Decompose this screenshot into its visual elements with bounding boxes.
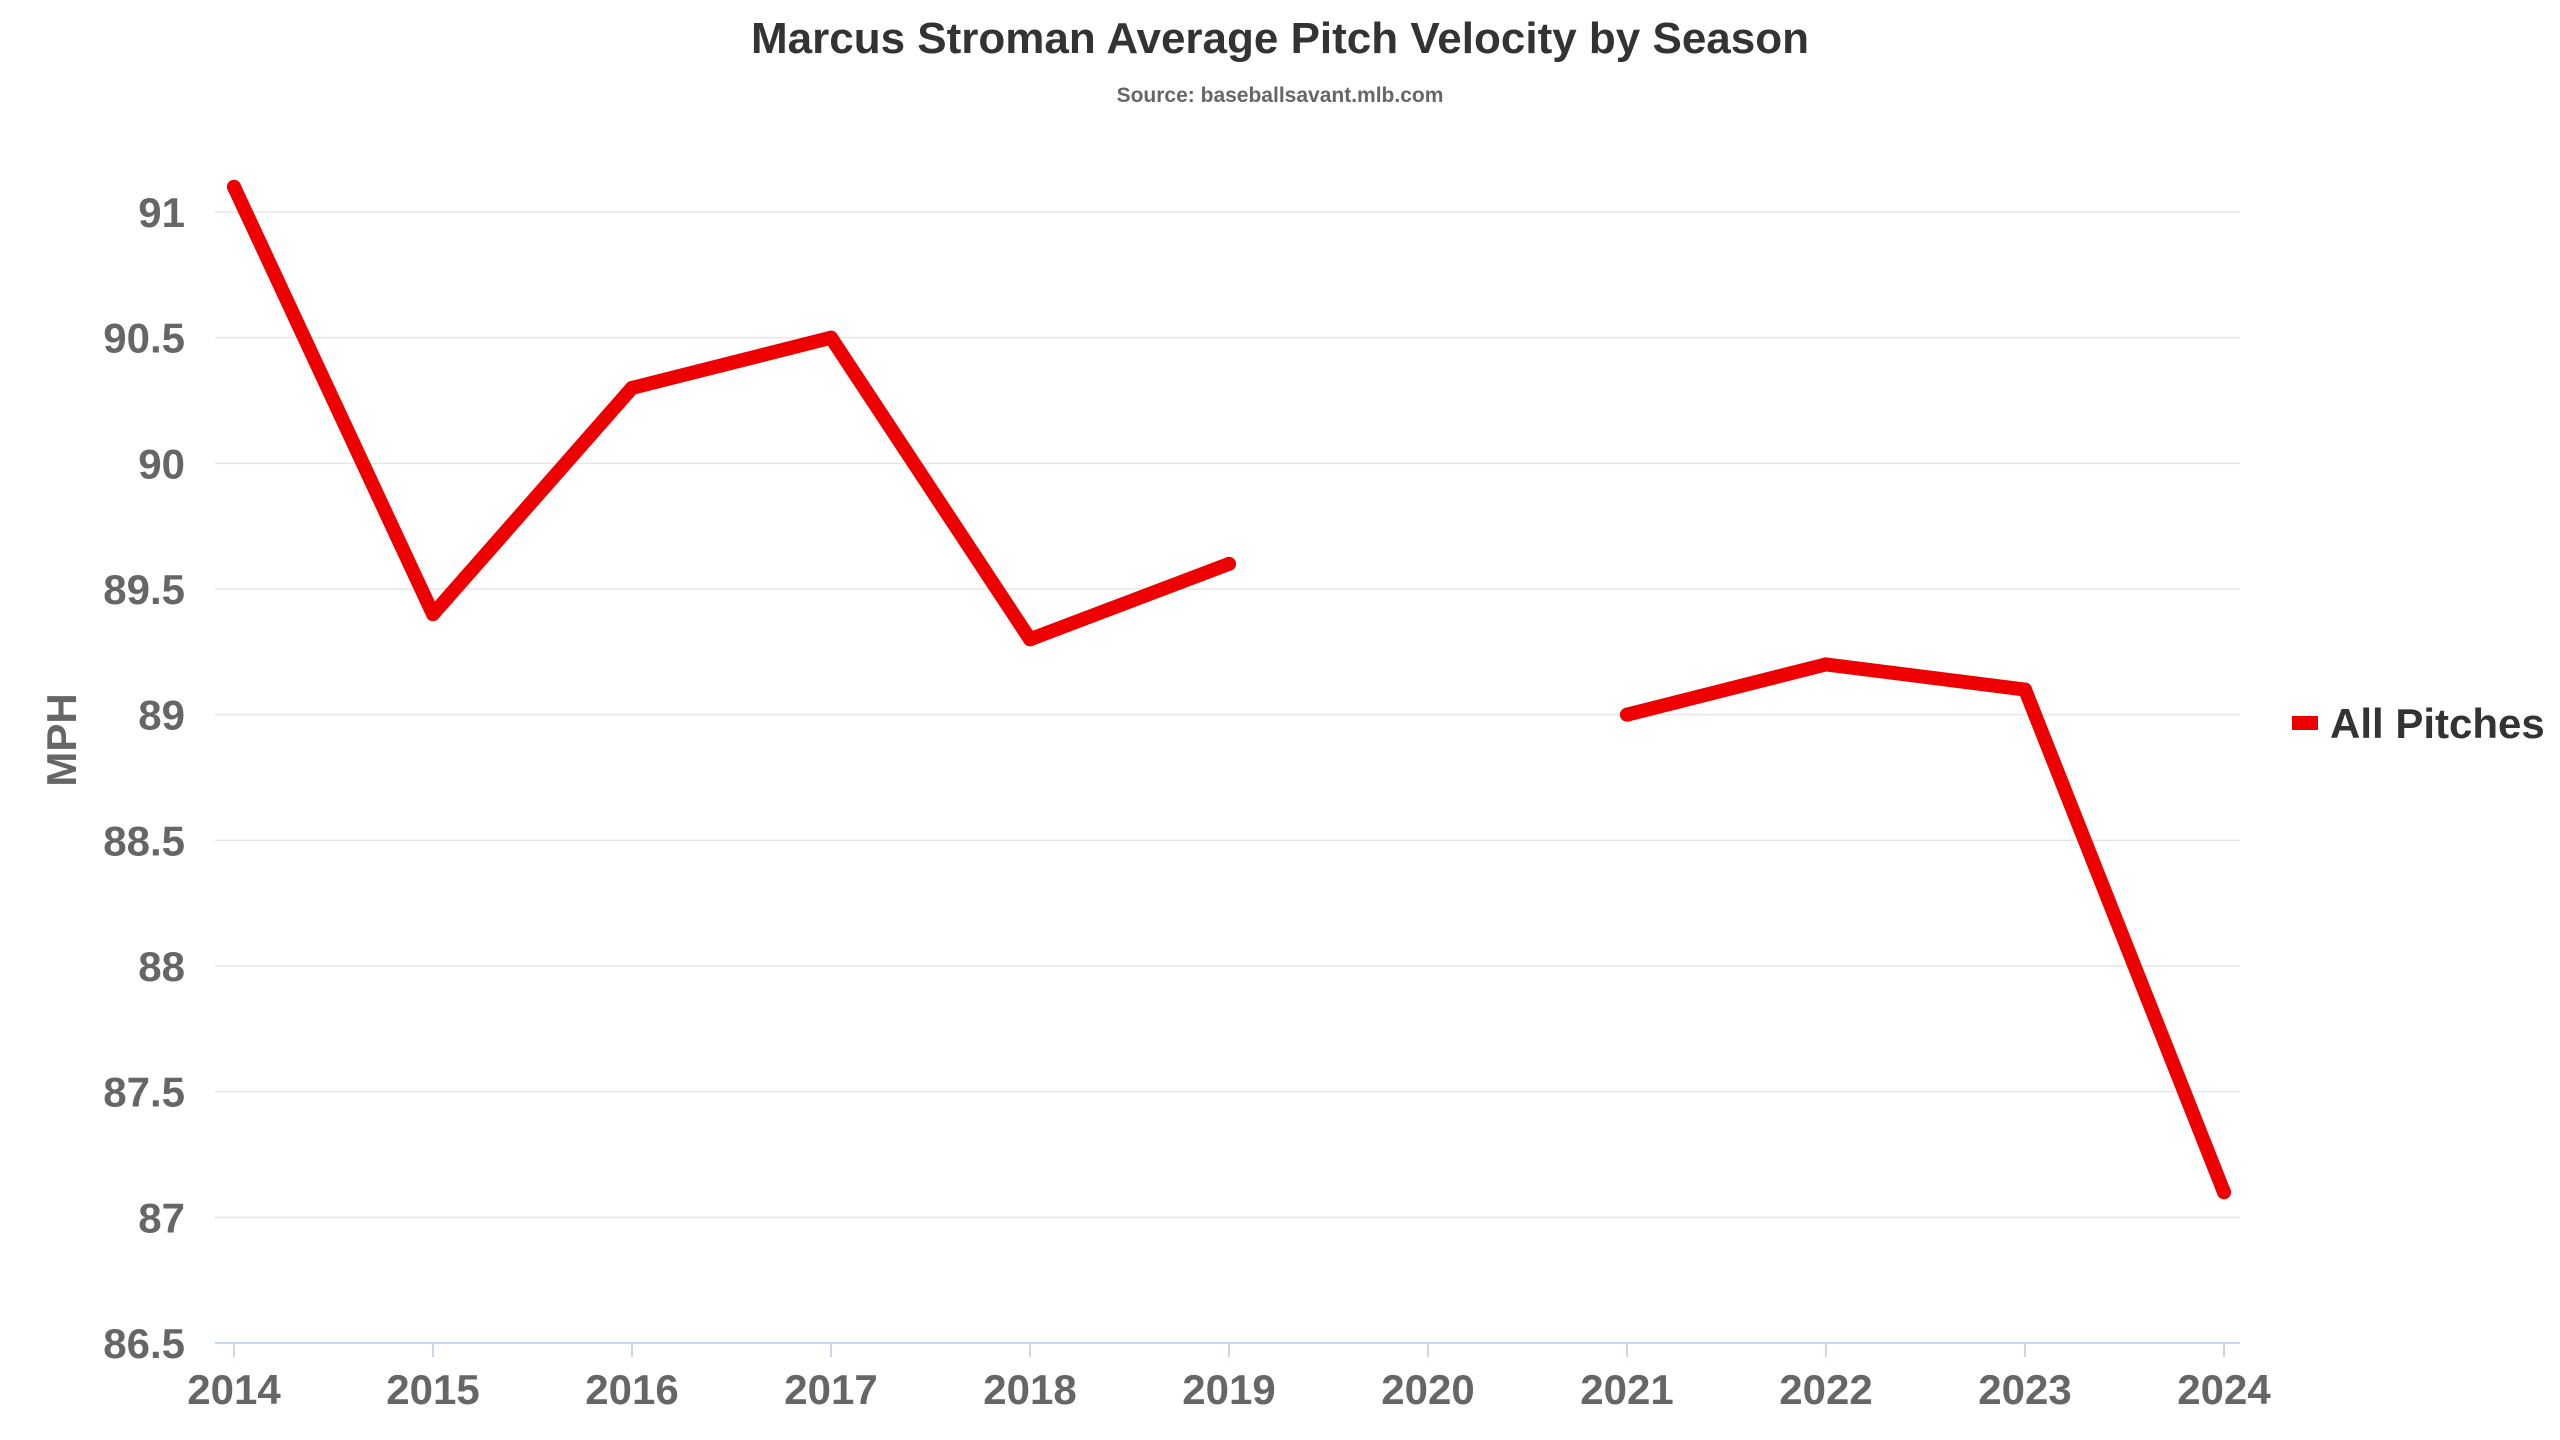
- legend[interactable]: All Pitches: [2292, 700, 2545, 747]
- y-tick-label: 90.5: [103, 315, 185, 362]
- y-tick-label: 88.5: [103, 817, 185, 864]
- x-tick-label: 2023: [1978, 1366, 2071, 1413]
- y-tick-label: 90: [138, 440, 185, 487]
- data-point[interactable]: [1620, 707, 1634, 722]
- y-axis-title: MPH: [38, 693, 85, 786]
- x-tick-label: 2017: [784, 1366, 877, 1413]
- data-point[interactable]: [1023, 632, 1037, 647]
- x-tick-label: 2022: [1779, 1366, 1872, 1413]
- legend-label[interactable]: All Pitches: [2330, 700, 2545, 747]
- gridlines: [215, 211, 2240, 1344]
- series-layer: [227, 179, 2231, 1200]
- y-tick-label: 91: [138, 189, 185, 236]
- x-tick-label: 2020: [1381, 1366, 1474, 1413]
- y-tick-label: 87: [138, 1194, 185, 1241]
- x-tick-label: 2016: [585, 1366, 678, 1413]
- x-tick-label: 2019: [1182, 1366, 1275, 1413]
- x-tick-label: 2024: [2177, 1366, 2271, 1413]
- x-tick-label: 2014: [187, 1366, 281, 1413]
- data-point[interactable]: [1819, 657, 1833, 672]
- x-axis: 2014 2015 2016 2017 2018 2019 2020 2021 2022 2023…: [187, 1343, 2271, 1413]
- series-line-segment[interactable]: [1620, 657, 2231, 1200]
- data-point[interactable]: [625, 380, 639, 395]
- chart-title: Marcus Stroman Average Pitch Velocity by…: [750, 14, 1810, 63]
- series-line-segment[interactable]: [227, 179, 1236, 647]
- data-point[interactable]: [2217, 1185, 2231, 1200]
- y-tick-label: 89: [138, 692, 185, 739]
- data-point[interactable]: [1222, 556, 1236, 571]
- y-axis: 86.5 87 87.5 88 88.5 89 89.5 90 90.5 91: [103, 189, 185, 1367]
- y-tick-label: 88: [138, 943, 185, 990]
- y-tick-label: 87.5: [103, 1069, 185, 1116]
- x-tick-label: 2018: [983, 1366, 1076, 1413]
- data-point[interactable]: [227, 179, 241, 194]
- y-tick-label: 89.5: [103, 566, 185, 613]
- data-point[interactable]: [824, 330, 838, 345]
- chart-subtitle: Source: baseballsavant.mlb.com: [1116, 84, 1444, 107]
- data-point[interactable]: [426, 607, 440, 622]
- y-tick-label: 86.5: [103, 1320, 185, 1367]
- data-point[interactable]: [2018, 682, 2032, 697]
- x-tick-label: 2021: [1580, 1366, 1673, 1413]
- x-tick-label: 2015: [386, 1366, 479, 1413]
